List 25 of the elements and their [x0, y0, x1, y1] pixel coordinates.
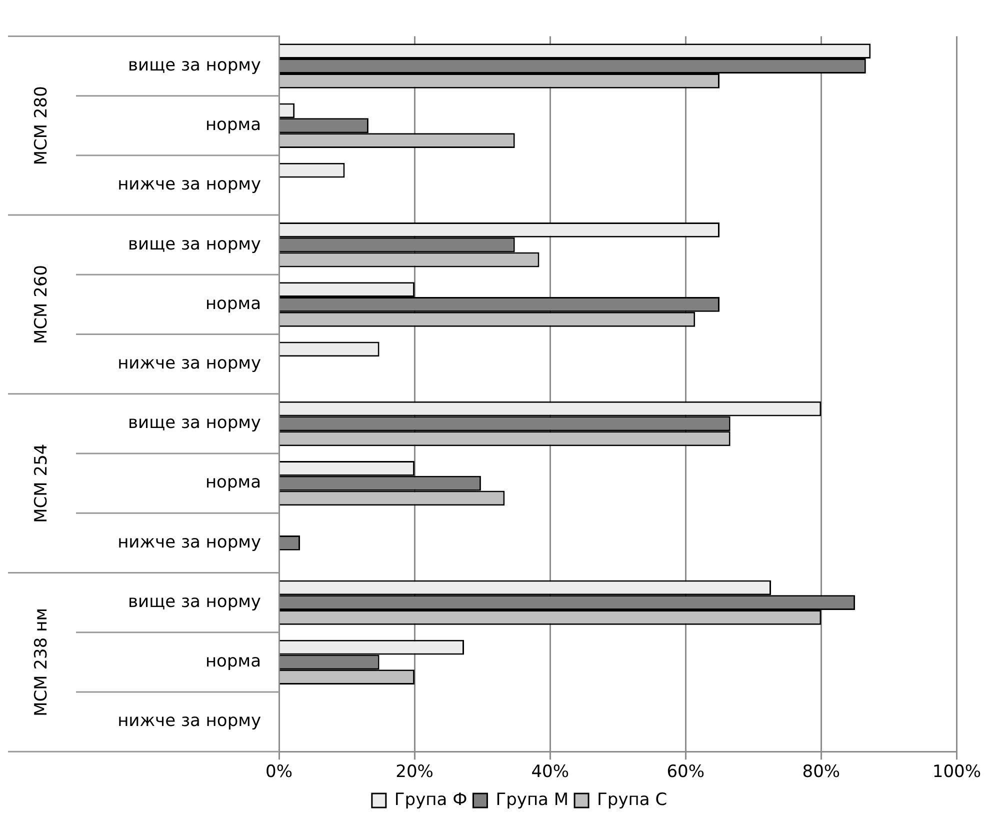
y-tick-label: вище за норму	[128, 234, 261, 254]
y-tick-label: нижче за норму	[118, 532, 261, 552]
x-tick-label: 40%	[531, 762, 569, 782]
y-tick-label: нижче за норму	[118, 711, 261, 732]
text: МСМ 260	[31, 264, 52, 344]
y-tick-label: вище за норму	[128, 413, 261, 434]
y-tick-label: норма	[205, 115, 261, 136]
x-tick-label: 60%	[666, 762, 705, 782]
text: МСМ 238 нм	[31, 608, 52, 716]
x-tick-label: 0%	[266, 762, 292, 782]
x-tick-label: 20%	[396, 762, 434, 782]
y-tick-label: норма	[205, 652, 261, 672]
text: МСМ 254	[31, 444, 52, 523]
y-tick-label: вище за норму	[128, 55, 261, 76]
x-tick-label: 100%	[932, 762, 982, 782]
legend-label: Група С	[597, 790, 668, 810]
y-tick-label: норма	[205, 294, 261, 314]
legend-label: Група Ф	[394, 790, 468, 810]
y-tick-label: нижче за норму	[118, 174, 261, 195]
y-tick-label: вище за норму	[128, 592, 261, 612]
y-tick-label: норма	[205, 472, 261, 493]
y-tick-label: нижче за норму	[118, 354, 261, 374]
text: МСМ 280	[31, 86, 52, 166]
x-tick-label: 80%	[802, 762, 840, 782]
legend-label: Група М	[496, 790, 569, 810]
